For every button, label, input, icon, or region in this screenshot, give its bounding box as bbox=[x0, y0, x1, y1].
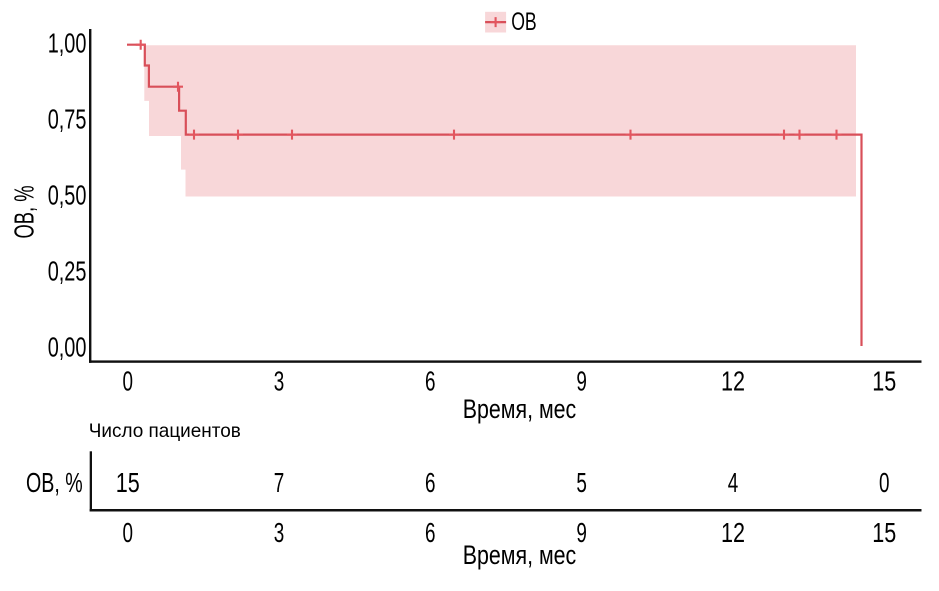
svg-text:0: 0 bbox=[122, 366, 133, 397]
svg-text:1,00: 1,00 bbox=[48, 28, 87, 59]
svg-text:6: 6 bbox=[425, 517, 436, 548]
svg-text:0: 0 bbox=[122, 517, 133, 548]
svg-text:0,25: 0,25 bbox=[48, 256, 87, 287]
svg-text:15: 15 bbox=[872, 517, 896, 548]
svg-text:9: 9 bbox=[576, 366, 587, 397]
svg-text:6: 6 bbox=[425, 366, 436, 397]
svg-text:Время, мес: Время, мес bbox=[463, 540, 577, 570]
svg-text:6: 6 bbox=[425, 467, 436, 498]
svg-text:12: 12 bbox=[721, 366, 745, 397]
svg-text:9: 9 bbox=[576, 517, 587, 548]
svg-text:ОВ: ОВ bbox=[511, 8, 537, 36]
svg-text:ОВ, %: ОВ, % bbox=[26, 467, 83, 498]
svg-text:0: 0 bbox=[879, 467, 890, 498]
svg-text:0,00: 0,00 bbox=[48, 332, 87, 363]
svg-text:15: 15 bbox=[116, 467, 140, 498]
svg-text:0,50: 0,50 bbox=[48, 180, 87, 211]
svg-text:ОВ, %: ОВ, % bbox=[9, 186, 40, 239]
svg-text:Число пациентов: Число пациентов bbox=[89, 420, 241, 442]
svg-text:5: 5 bbox=[576, 467, 587, 498]
svg-text:12: 12 bbox=[721, 517, 745, 548]
svg-text:0,75: 0,75 bbox=[48, 104, 87, 135]
svg-text:7: 7 bbox=[274, 467, 285, 498]
svg-text:4: 4 bbox=[728, 467, 739, 498]
svg-text:3: 3 bbox=[274, 517, 285, 548]
svg-text:Время, мес: Время, мес bbox=[463, 394, 577, 424]
svg-text:3: 3 bbox=[274, 366, 285, 397]
svg-text:15: 15 bbox=[872, 366, 896, 397]
